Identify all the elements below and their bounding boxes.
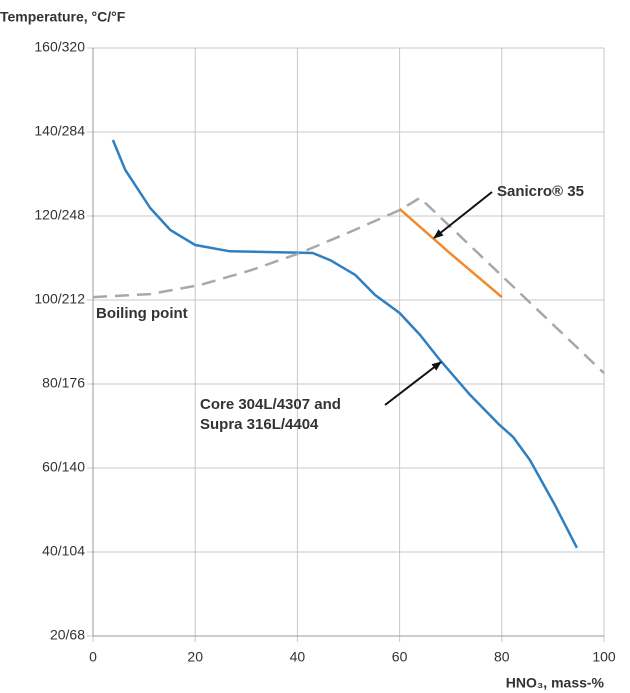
x-tick-label: 20 [187, 649, 203, 665]
arrow [384, 361, 442, 406]
arrow [433, 191, 493, 239]
x-tick-label: 60 [392, 649, 408, 665]
y-tick-label: 100/212 [34, 291, 85, 307]
x-tick-label: 100 [592, 649, 616, 665]
y-tick-label: 120/248 [34, 207, 85, 223]
series-line [111, 139, 579, 549]
series-line [398, 207, 503, 299]
x-tick-label: 40 [290, 649, 306, 665]
y-tick-label: 20/68 [50, 627, 85, 643]
series-line [92, 196, 605, 375]
y-tick-label: 140/284 [34, 123, 85, 139]
x-tick-label: 80 [494, 649, 510, 665]
annotation: Sanicro® 35 [497, 183, 584, 200]
y-axis-title: Temperature, °C/°F [0, 9, 126, 25]
x-tick-label: 0 [89, 649, 97, 665]
annotation: Boiling point [96, 305, 188, 322]
y-tick-label: 40/104 [42, 543, 85, 559]
annotation: Core 304L/4307 and Supra 316L/4404 [200, 396, 341, 433]
x-axis-title: HNO₃, mass-% [506, 675, 605, 691]
y-tick-label: 160/320 [34, 39, 85, 55]
y-tick-label: 80/176 [42, 375, 85, 391]
y-tick-label: 60/140 [42, 459, 85, 475]
